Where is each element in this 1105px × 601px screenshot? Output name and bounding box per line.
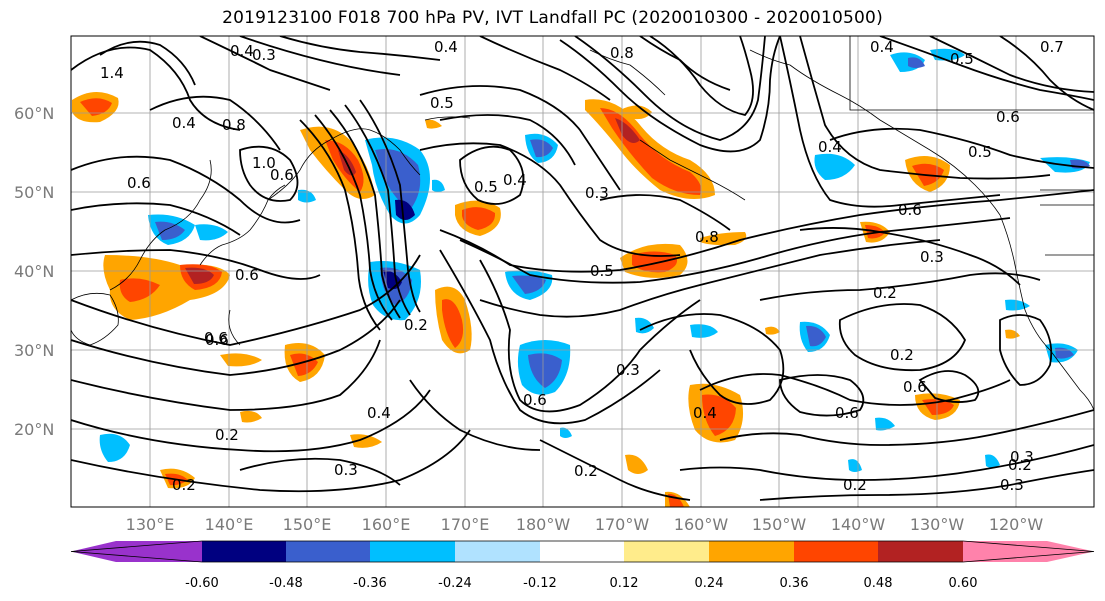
colorbar-segment [963,541,1094,562]
lat-label: 30°N [14,341,54,360]
contour-label: 0.8 [695,228,719,246]
lat-label: 50°N [14,183,54,202]
contour-label: 0.6 [127,174,151,192]
contour-label: 0.6 [204,329,228,347]
contour-label: 0.6 [996,108,1020,126]
colorbar-tick-label: -0.48 [269,576,303,591]
plot-title: 2019123100 F018 700 hPa PV, IVT Landfall… [222,8,883,28]
contour-label: 0.6 [270,166,294,184]
lon-label: 120°W [989,515,1044,534]
lon-label: 130°E [126,515,175,534]
contour-label: 0.5 [430,94,454,112]
colorbar-tick-label: 0.24 [695,576,724,591]
contour-label: 0.2 [172,476,196,494]
colorbar-segment [624,541,709,562]
lon-label: 140°E [205,515,254,534]
contour-label: 0.4 [230,42,254,60]
colorbar-segment [794,541,878,562]
colorbar-segment [709,541,794,562]
colorbar-segment [71,541,202,562]
contour-label: 0.6 [903,378,927,396]
lat-label: 20°N [14,420,54,439]
colorbar-segment [370,541,455,562]
lon-label: 160°E [362,515,411,534]
contour-label: 0.4 [503,171,527,189]
contour-label: 0.4 [818,138,842,156]
positive-shading [72,91,1020,507]
contour-label: 0.2 [215,426,239,444]
colorbar-segment [286,541,370,562]
lon-label: 150°E [283,515,332,534]
contour-label: 0.8 [610,44,634,62]
lon-label: 170°E [441,515,490,534]
colorbar-tick-label: 0.36 [780,576,809,591]
colorbar-segment [878,541,963,562]
contour-label: 0.4 [367,404,391,422]
contour-label: 0.5 [590,262,614,280]
contour-label: 0.3 [920,248,944,266]
colorbar [70,540,1095,563]
contour-label: 0.5 [968,143,992,161]
contour-label: 0.4 [693,404,717,422]
colorbar-tick-label: -0.12 [523,576,557,591]
lon-label: 180°W [516,515,571,534]
contour-label: 0.2 [890,346,914,364]
contour-label: 0.3 [252,46,276,64]
lat-label: 40°N [14,262,54,281]
contour-labels: 0.4 0.3 0.4 1.4 0.4 0.8 1.0 0.6 0.6 0.5 … [100,38,1064,494]
contour-label: 0.4 [870,38,894,56]
contour-label: 0.4 [172,114,196,132]
contour-label: 0.6 [835,404,859,422]
contour-label: 0.3 [585,184,609,202]
contour-label: 0.2 [574,462,598,480]
lon-label: 130°W [910,515,965,534]
lon-label: 150°W [752,515,807,534]
contour-label: 0.2 [873,284,897,302]
colorbar-outline [70,540,1095,563]
lat-label: 60°N [14,104,54,123]
colorbar-tick-label: -0.24 [438,576,472,591]
colorbar-segment [455,541,540,562]
contour-label: 0.5 [474,178,498,196]
contour-label: 0.2 [404,316,428,334]
latitude-labels: 60°N 50°N 40°N 30°N 20°N [14,104,54,439]
contour-label: 0.8 [222,116,246,134]
colorbar-tick-label: 0.60 [949,576,978,591]
contour-label: 1.4 [100,64,124,82]
contour-label: 0.5 [950,50,974,68]
contour-label: 0.4 [434,38,458,56]
contour-label: 0.3 [616,361,640,379]
contour-label: 1.0 [252,154,276,172]
contour-label: 0.6 [898,201,922,219]
colorbar-tick-label: -0.60 [185,576,219,591]
lon-label: 170°W [595,515,650,534]
colorbar-segment [202,541,286,562]
contours [71,36,1094,501]
lon-label: 140°W [831,515,886,534]
lon-label: 160°W [674,515,729,534]
colorbar-tick-label: 0.12 [610,576,639,591]
contour-label: 0.2 [1008,456,1032,474]
longitude-labels: 130°E 140°E 150°E 160°E 170°E 180°W 170°… [126,515,1044,534]
contour-label: 0.3 [1010,448,1034,466]
contour-label: 0.6 [235,266,259,284]
colorbar-tick-labels: -0.60 -0.48 -0.36 -0.24 -0.12 0.12 0.24 … [185,576,977,591]
colorbar-segment [540,541,624,562]
contour-label: 0.2 [843,476,867,494]
contour-label: 0.7 [1040,38,1064,56]
contour-label: 0.3 [1000,476,1024,494]
map-border [70,35,1095,508]
contour-label: 0.6 [205,331,229,349]
contour-label: 0.3 [334,461,358,479]
contour-label: 0.6 [523,391,547,409]
colorbar-tick-label: -0.36 [353,576,387,591]
colorbar-tick-label: 0.48 [864,576,893,591]
